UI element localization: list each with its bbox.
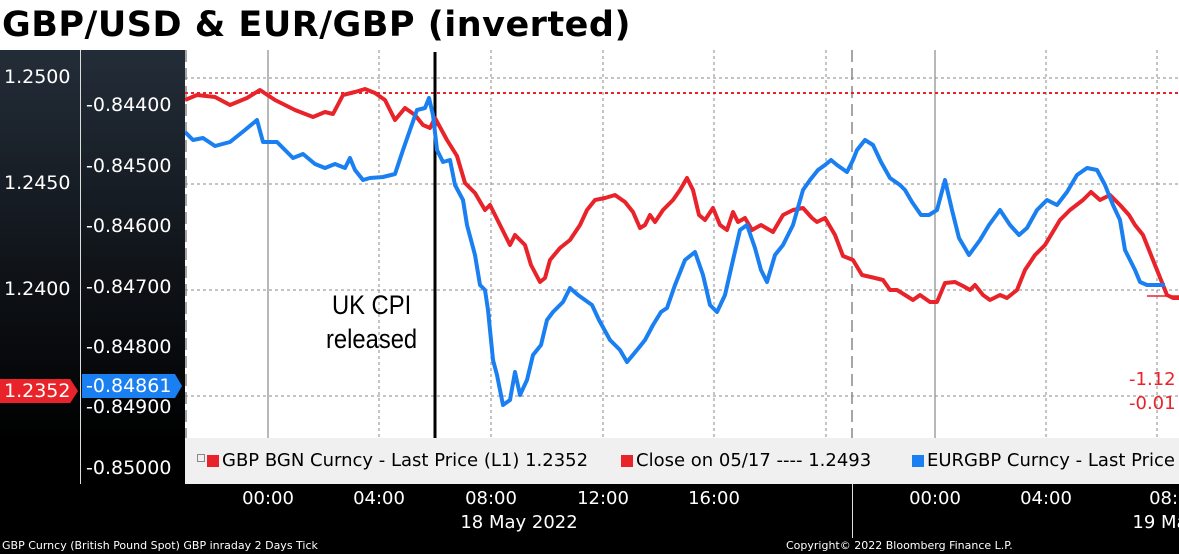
legend-item-close[interactable]: Close on 05/17 ---- 1.2493 xyxy=(621,450,871,472)
right-axis-tick: -0.84700 xyxy=(86,276,172,298)
right-axis-tick: -0.85000 xyxy=(86,457,172,479)
end-label-top: -1.12 xyxy=(1129,369,1176,390)
blue-swatch-icon xyxy=(912,455,924,467)
x-tick: 04:00 xyxy=(353,488,405,509)
left-axis-tick: 1.2400 xyxy=(4,278,71,300)
x-tick: 16:00 xyxy=(688,488,740,509)
day-separator xyxy=(852,484,853,540)
x-tick: 00:00 xyxy=(242,488,294,509)
right-axis-tick: -0.84800 xyxy=(86,336,172,358)
legend: GBP BGN Curncy - Last Price (L1) 1.2352 … xyxy=(185,438,1179,484)
legend-item-eurgbp[interactable]: EURGBP Curncy - Last Price xyxy=(912,450,1175,472)
plot-area[interactable] xyxy=(185,50,1179,438)
x-tick: 00:00 xyxy=(909,488,961,509)
red-swatch-icon xyxy=(207,455,219,467)
x-tick: 08:00 xyxy=(1149,488,1179,509)
x-tick: 04:00 xyxy=(1020,488,1072,509)
y-axis-panel xyxy=(0,50,185,540)
right-axis-tick: -0.84900 xyxy=(86,396,172,418)
legend-item-gbpusd[interactable]: GBP BGN Curncy - Last Price (L1) 1.2352 xyxy=(197,450,588,472)
chart-title: GBP/USD & EUR/GBP (inverted) xyxy=(2,5,631,45)
footer-copyright: Copyright© 2022 Bloomberg Finance L.P. xyxy=(786,539,1013,552)
axis-divider xyxy=(80,50,81,484)
footer-source: GBP Curncy (British Pound Spot) GBP inra… xyxy=(2,539,318,552)
x-tick: 08:00 xyxy=(465,488,517,509)
eurgbp-current-badge: -0.84861 xyxy=(82,374,182,398)
x-axis: 00:00 04:00 08:00 12:00 16:00 00:00 04:0… xyxy=(185,484,1179,540)
left-axis-tick: 1.2500 xyxy=(4,66,71,88)
cpi-annotation: UK CPI released xyxy=(326,290,418,354)
footer: GBP Curncy (British Pound Spot) GBP inra… xyxy=(0,538,1179,554)
x-date: 18 May 2022 xyxy=(460,512,578,533)
right-axis-tick: -0.84400 xyxy=(86,94,172,116)
collapse-icon[interactable] xyxy=(197,454,205,462)
right-axis-tick: -0.84600 xyxy=(86,215,172,237)
right-axis-tick: -0.84500 xyxy=(86,155,172,177)
left-axis-tick: 1.2450 xyxy=(4,172,71,194)
x-tick: 12:00 xyxy=(577,488,629,509)
x-date: 19 Ma xyxy=(1132,512,1179,533)
end-label-bottom: -0.01 xyxy=(1129,393,1176,414)
gbpusd-line xyxy=(185,87,1179,304)
eurgbp-line xyxy=(185,96,1165,407)
line-chart xyxy=(185,50,1179,438)
gbpusd-current-badge: 1.2352 xyxy=(0,379,78,403)
red-swatch-icon xyxy=(621,455,633,467)
